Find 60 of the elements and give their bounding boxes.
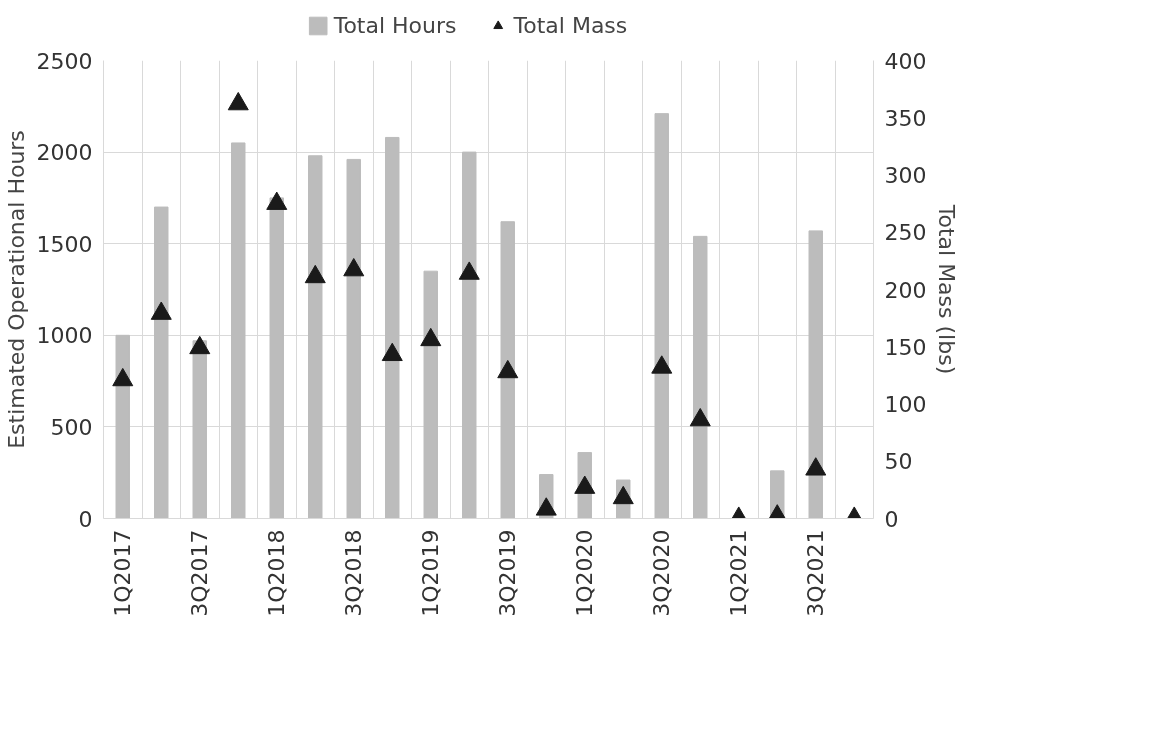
y2-tick-label: 100 bbox=[884, 392, 927, 417]
bar bbox=[462, 151, 477, 519]
bar bbox=[231, 142, 246, 519]
point bbox=[574, 475, 596, 494]
point bbox=[304, 264, 326, 284]
y-axis-title: Estimated Operational Hours bbox=[3, 130, 29, 449]
point bbox=[535, 497, 557, 516]
y2-tick-label: 300 bbox=[884, 163, 927, 188]
x-tick-label: 1Q2021 bbox=[726, 529, 752, 617]
point bbox=[805, 457, 827, 476]
point bbox=[266, 191, 288, 210]
y2-tick-label: 350 bbox=[884, 105, 927, 131]
bar bbox=[192, 340, 207, 519]
y-tick-label: 1500 bbox=[36, 231, 93, 257]
point bbox=[189, 335, 211, 355]
point bbox=[150, 301, 172, 320]
x-tick-label: 1Q2019 bbox=[418, 529, 444, 617]
legend-label: Total Hours bbox=[333, 12, 457, 38]
bar bbox=[500, 221, 515, 519]
legend-label: Total Mass bbox=[513, 12, 628, 38]
point bbox=[458, 261, 480, 280]
point bbox=[612, 485, 634, 505]
y-tick-label: 2000 bbox=[36, 140, 93, 166]
bar bbox=[115, 334, 130, 519]
y2-tick-label: 50 bbox=[884, 449, 913, 475]
bar bbox=[693, 235, 708, 519]
bar bbox=[808, 230, 823, 519]
point bbox=[381, 342, 403, 362]
point bbox=[420, 327, 442, 347]
bar bbox=[654, 113, 669, 519]
x-tick-label: 1Q2018 bbox=[264, 529, 290, 617]
y-tick-label: 0 bbox=[78, 506, 93, 532]
y2-tick-label: 200 bbox=[884, 277, 927, 303]
bar bbox=[154, 206, 169, 519]
x-tick-label: 1Q2020 bbox=[572, 529, 598, 617]
point bbox=[497, 359, 519, 379]
bar bbox=[385, 136, 400, 519]
y2-tick-label: 150 bbox=[884, 334, 927, 360]
x-tick-label: 1Q2017 bbox=[110, 529, 136, 617]
bar bbox=[423, 270, 438, 519]
bar bbox=[308, 155, 323, 519]
point bbox=[343, 257, 365, 277]
y2-tick-label: 0 bbox=[884, 506, 899, 532]
x-tick-label: 3Q2020 bbox=[649, 529, 675, 617]
x-tick-label: 3Q2017 bbox=[187, 529, 213, 617]
x-tick-label: 3Q2018 bbox=[341, 529, 367, 617]
point bbox=[689, 407, 711, 427]
x-tick-label: 3Q2021 bbox=[803, 529, 829, 617]
y-tick-label: 2500 bbox=[36, 48, 93, 74]
y2-tick-label: 250 bbox=[884, 220, 927, 246]
y2-tick-label: 400 bbox=[884, 48, 927, 74]
point bbox=[651, 355, 673, 374]
bar bbox=[269, 197, 284, 519]
bar bbox=[346, 158, 361, 519]
point bbox=[112, 367, 134, 387]
y-tick-label: 500 bbox=[50, 414, 93, 440]
point bbox=[227, 91, 249, 111]
x-tick-label: 3Q2019 bbox=[495, 529, 521, 617]
y2-axis-title: Total Mass (lbs) bbox=[934, 203, 960, 375]
y-tick-label: 1000 bbox=[36, 323, 93, 349]
